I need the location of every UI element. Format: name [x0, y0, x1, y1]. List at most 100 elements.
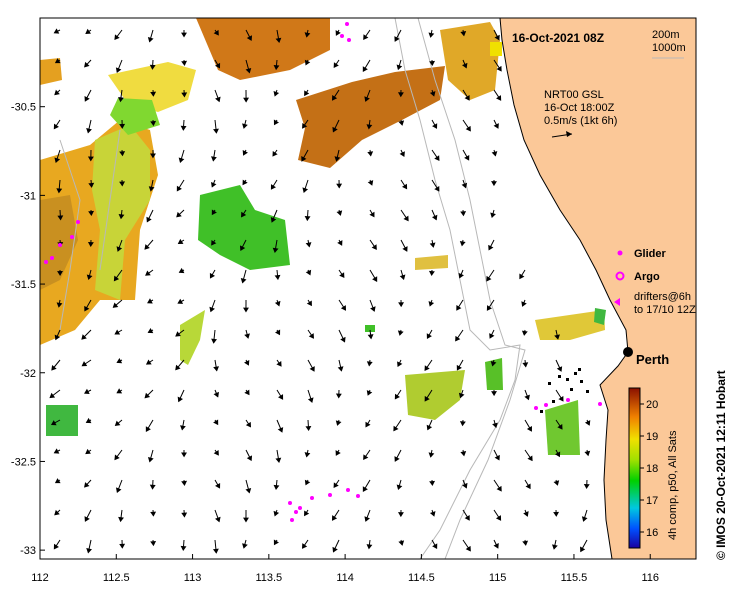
current-vector-head: [301, 156, 307, 162]
current-vector-head: [181, 452, 187, 458]
current-vector-head: [112, 302, 119, 308]
current-vector-head: [54, 509, 60, 516]
current-vector-head: [553, 511, 560, 517]
x-tick-label: 116: [641, 572, 659, 584]
current-vector-head: [369, 211, 375, 218]
current-vector-head: [145, 426, 151, 432]
x-tick-label: 115: [489, 572, 507, 584]
current-vector-head: [496, 95, 502, 101]
depth-contours: [59, 18, 526, 559]
current-vector-head: [398, 512, 404, 518]
current-vector-head: [465, 545, 471, 552]
current-vector-head: [396, 64, 403, 71]
current-vector-head: [362, 66, 368, 72]
current-vector-head: [366, 390, 373, 396]
map-title: 16-Oct-2021 08Z: [512, 31, 604, 45]
current-vector-head: [149, 64, 156, 70]
current-vector-head: [304, 510, 310, 517]
current-vector-head: [114, 420, 121, 426]
current-vector-head: [302, 123, 308, 129]
current-vector-head: [522, 540, 529, 546]
current-vector-head: [180, 125, 187, 131]
current-vector-head: [211, 239, 217, 246]
current-vector-head: [119, 181, 126, 187]
current-time: 16-Oct 18:00Z: [544, 102, 615, 114]
current-vector-head: [278, 394, 284, 400]
current-vector-head: [214, 62, 221, 69]
current-vector-head: [53, 28, 60, 34]
current-vector-head: [308, 333, 314, 339]
current-vector-head: [177, 298, 184, 304]
current-vector-head: [144, 392, 151, 399]
current-vector-head: [50, 420, 57, 426]
current-vector-head: [429, 511, 436, 517]
current-vector-head: [148, 186, 155, 192]
current-vector-head: [83, 388, 90, 395]
current-vector-head: [51, 364, 57, 371]
current-vector-head: [394, 456, 400, 462]
x-tick-label: 113.5: [255, 572, 282, 584]
current-vector-head: [455, 335, 461, 342]
x-tick-label: 114.5: [408, 572, 435, 584]
plot-frame: [39, 17, 697, 560]
current-vector-head: [519, 273, 525, 280]
current-vector-head: [371, 244, 377, 251]
current-vector-head: [493, 543, 499, 549]
current-vector-head: [245, 488, 252, 494]
current-vector-head: [429, 480, 436, 486]
current-vector-head: [84, 61, 90, 68]
x-tick-label: 115.5: [561, 572, 588, 584]
current-vector-head: [397, 361, 403, 368]
current-vector-head: [394, 393, 400, 400]
current-vector-head: [304, 452, 311, 458]
current-vector-head: [180, 545, 187, 551]
current-vector-head: [56, 188, 63, 194]
current-vector-head: [490, 361, 497, 367]
current-vector-head: [331, 515, 338, 521]
current-vector-head: [84, 482, 90, 488]
current-vector-head: [150, 120, 157, 127]
current-vector-head: [181, 512, 188, 518]
current-vector-head: [239, 245, 246, 252]
current-vector-head: [150, 153, 156, 159]
current-vector-head: [115, 487, 122, 494]
current-vector-head: [276, 360, 282, 367]
current-vector-head: [54, 334, 61, 341]
glider-marker: [617, 250, 623, 256]
current-vector-head: [150, 511, 157, 517]
current-vector-head: [340, 305, 347, 311]
argo-floats: [44, 22, 602, 522]
current-vector-head: [244, 333, 250, 339]
current-vector-head: [211, 209, 217, 216]
current-vector-head: [119, 123, 126, 129]
current-vector-head: [240, 277, 247, 284]
current-vector-head: [54, 58, 61, 64]
city-label: Perth: [636, 352, 669, 367]
current-vector-head: [242, 179, 248, 186]
current-vector-head: [116, 388, 123, 394]
current-vector-head: [431, 214, 438, 221]
y-tick-label: -32: [20, 368, 36, 380]
current-vector-head: [426, 333, 432, 339]
current-vector-head: [526, 426, 532, 432]
current-vector-head: [557, 423, 563, 430]
current-vector-head: [491, 181, 497, 187]
current-vector-head: [494, 34, 500, 41]
colorbar: 16 17 18 19 20 4h comp, p50, All Sats: [628, 387, 679, 549]
perth-marker: [623, 347, 633, 357]
current-vector-head: [116, 246, 123, 252]
current-vector-head: [304, 90, 310, 97]
current-vector-head: [272, 247, 279, 254]
current-vector-head: [429, 91, 436, 97]
colorbar-tick-label: 17: [646, 495, 658, 507]
x-axis: 112 112.5 113 113.5 114 114.5 115 115.5 116: [31, 554, 659, 584]
current-vector-head: [274, 274, 281, 281]
current-vector-head: [332, 546, 338, 553]
current-vector-head: [273, 484, 280, 491]
current-vector-head: [364, 96, 370, 102]
current-vector-head: [399, 151, 405, 157]
current-vector-head: [459, 241, 466, 247]
current-vector-head: [84, 96, 90, 102]
current-vector-head: [394, 36, 400, 42]
current-vector-head: [211, 156, 217, 162]
